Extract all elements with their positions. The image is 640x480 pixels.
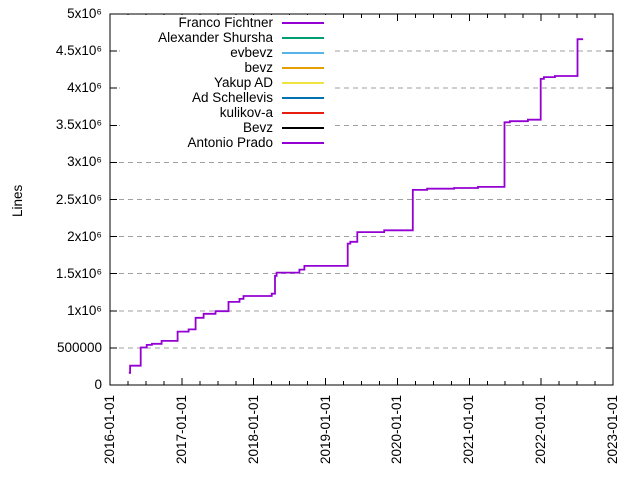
x-tick-label: 2018-01-01 xyxy=(245,394,261,464)
legend-line-sample xyxy=(282,126,324,129)
x-tick-label: 2023-01-01 xyxy=(605,394,620,464)
legend-line-sample xyxy=(282,111,324,114)
x-tick-label: 2016-01-01 xyxy=(102,394,117,464)
legend-item: Franco Fichtner xyxy=(120,15,332,30)
legend-item: Yakup AD xyxy=(120,75,332,90)
legend-line-sample xyxy=(282,141,324,144)
legend-item: Alexander Shursha xyxy=(120,30,332,45)
legend-label: Yakup AD xyxy=(213,75,273,90)
y-tick-label: 1.5x10⁶ xyxy=(55,265,102,281)
legend-label: Bevz xyxy=(242,120,273,135)
legend-label: kulikov-a xyxy=(219,105,273,120)
y-tick-label: 2.5x10⁶ xyxy=(55,191,102,207)
y-tick-label: 500000 xyxy=(56,339,102,355)
y-tick-label: 0 xyxy=(94,377,102,392)
y-tick-label: 4x10⁶ xyxy=(67,80,102,96)
legend-label: bevz xyxy=(244,60,273,75)
legend-item: Antonio Prado xyxy=(120,135,332,150)
legend-item: kulikov-a xyxy=(120,105,332,120)
y-tick-label: 1x10⁶ xyxy=(67,302,102,318)
legend-item: Ad Schellevis xyxy=(120,90,332,105)
y-tick-label: 3.5x10⁶ xyxy=(55,117,102,133)
legend-label: Ad Schellevis xyxy=(191,90,273,105)
x-tick-label: 2022-01-01 xyxy=(533,394,549,464)
legend-line-sample xyxy=(282,21,324,24)
x-tick-label: 2017-01-01 xyxy=(173,394,189,464)
legend-item: Bevz xyxy=(120,120,332,135)
legend-line-sample xyxy=(282,81,324,84)
y-tick-label: 4.5x10⁶ xyxy=(55,43,102,59)
series-line-franco-fichtner xyxy=(128,38,584,374)
x-tick-label: 2020-01-01 xyxy=(389,394,405,464)
y-tick-label: 2x10⁶ xyxy=(67,228,102,244)
legend-item: evbevz xyxy=(120,45,332,60)
legend-line-sample xyxy=(282,96,324,99)
legend-label: Antonio Prado xyxy=(187,135,273,150)
x-tick-label: 2019-01-01 xyxy=(317,394,333,464)
legend-label: Alexander Shursha xyxy=(158,30,273,45)
y-tick-label: 3x10⁶ xyxy=(67,154,102,170)
legend-line-sample xyxy=(282,36,324,39)
legend: Franco Fichtner Alexander Shursha evbevz be… xyxy=(120,15,332,150)
legend-item: bevz xyxy=(120,60,332,75)
y-tick-label: 5x10⁶ xyxy=(67,6,102,21)
legend-label: evbevz xyxy=(230,45,273,60)
legend-line-sample xyxy=(282,66,324,69)
legend-label: Franco Fichtner xyxy=(178,15,273,30)
legend-line-sample xyxy=(282,51,324,54)
x-tick-label: 2021-01-01 xyxy=(461,394,477,464)
